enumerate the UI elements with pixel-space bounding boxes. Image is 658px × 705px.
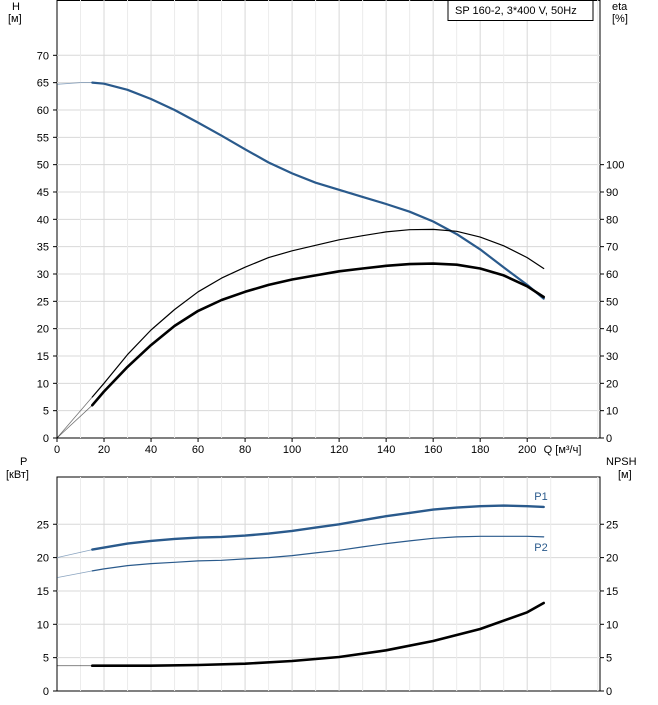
right-tick-label: 10: [606, 406, 618, 418]
left-tick-label: 15: [37, 351, 49, 363]
series-eta_hydraulic-thin-segment: [56, 396, 93, 439]
upper-right-axis-unit: [%]: [612, 13, 628, 25]
left-tick-label: 0: [43, 686, 49, 698]
curves: [56, 81, 545, 667]
series-head-curve: [91, 81, 545, 300]
right-tick-label: 100: [606, 160, 624, 172]
left-tick-label: 60: [37, 105, 49, 117]
x-tick-label: 200: [518, 444, 536, 456]
series-P1-thin-segment: [56, 549, 93, 558]
upper-left-axis-label: H: [12, 1, 20, 13]
left-tick-label: 30: [37, 269, 49, 281]
right-tick-label: 30: [606, 351, 618, 363]
right-tick-label: 0: [606, 686, 612, 698]
right-tick-label: 15: [606, 586, 618, 598]
legend-box-text: SP 160-2, 3*400 V, 50Hz: [455, 5, 577, 17]
series-P2-curve: [91, 535, 545, 572]
x-tick-label: 160: [424, 444, 442, 456]
right-tick-label: 5: [606, 653, 612, 665]
right-tick-label: 50: [606, 296, 618, 308]
left-tick-label: 45: [37, 187, 49, 199]
left-tick-label: 20: [37, 553, 49, 565]
right-tick-label: 25: [606, 519, 618, 531]
left-tick-label: 0: [43, 433, 49, 445]
right-tick-label: 80: [606, 214, 618, 226]
left-tick-label: 20: [37, 324, 49, 336]
left-tick-label: 5: [43, 653, 49, 665]
left-tick-label: 25: [37, 296, 49, 308]
right-tick-label: 60: [606, 269, 618, 281]
upper-grid: [53, 0, 604, 442]
series-eta_total-curve: [91, 262, 545, 407]
lower-right-axis-label: NPSH: [606, 456, 637, 468]
right-tick-label: 10: [606, 619, 618, 631]
series-head-thin-segment: [56, 82, 93, 85]
x-tick-label: 80: [239, 444, 251, 456]
left-tick-label: 65: [37, 78, 49, 90]
series-NPSH-curve: [91, 601, 545, 667]
right-tick-label: 20: [606, 553, 618, 565]
upper-left-axis-unit: [м]: [8, 13, 22, 25]
right-tick-label: 40: [606, 324, 618, 336]
x-tick-label: 120: [330, 444, 348, 456]
right-tick-label: 20: [606, 378, 618, 390]
upper-right-axis-label: eta: [612, 1, 628, 13]
left-tick-label: 10: [37, 378, 49, 390]
left-tick-label: 25: [37, 519, 49, 531]
left-tick-label: 70: [37, 50, 49, 62]
series-P2-thin-segment: [56, 570, 93, 578]
legend-box: SP 160-2, 3*400 V, 50Hz: [447, 0, 594, 21]
x-tick-label: 140: [377, 444, 395, 456]
left-tick-label: 40: [37, 214, 49, 226]
lower-grid: [53, 476, 604, 692]
series-P1-label: P1: [534, 491, 547, 503]
series-P1-curve: [91, 504, 545, 551]
x-tick-label: 60: [192, 444, 204, 456]
series-eta_hydraulic-curve: [91, 228, 545, 398]
x-tick-label: 100: [283, 444, 301, 456]
right-tick-label: 0: [606, 433, 612, 445]
x-axis-label: Q [м³/ч]: [544, 444, 582, 456]
left-tick-label: 5: [43, 406, 49, 418]
lower-left-axis-unit: [кВт]: [6, 469, 29, 481]
left-tick-label: 55: [37, 132, 49, 144]
left-tick-label: 35: [37, 242, 49, 254]
left-tick-label: 10: [37, 619, 49, 631]
series-eta_total-thin-segment: [56, 404, 93, 439]
right-tick-label: 70: [606, 242, 618, 254]
right-tick-label: 90: [606, 187, 618, 199]
axes-text: 0510152025303540455055606570010203040506…: [6, 1, 637, 698]
x-tick-label: 20: [98, 444, 110, 456]
legend-box-frame: [447, 0, 594, 21]
lower-frame: [56, 476, 601, 692]
x-tick-label: 40: [145, 444, 157, 456]
x-tick-label: 0: [54, 444, 60, 456]
series-P2-label: P2: [534, 542, 547, 554]
x-tick-label: 180: [471, 444, 489, 456]
left-tick-label: 15: [37, 586, 49, 598]
lower-right-axis-unit: [м]: [618, 469, 632, 481]
left-tick-label: 50: [37, 160, 49, 172]
lower-left-axis-label: P: [20, 456, 27, 468]
